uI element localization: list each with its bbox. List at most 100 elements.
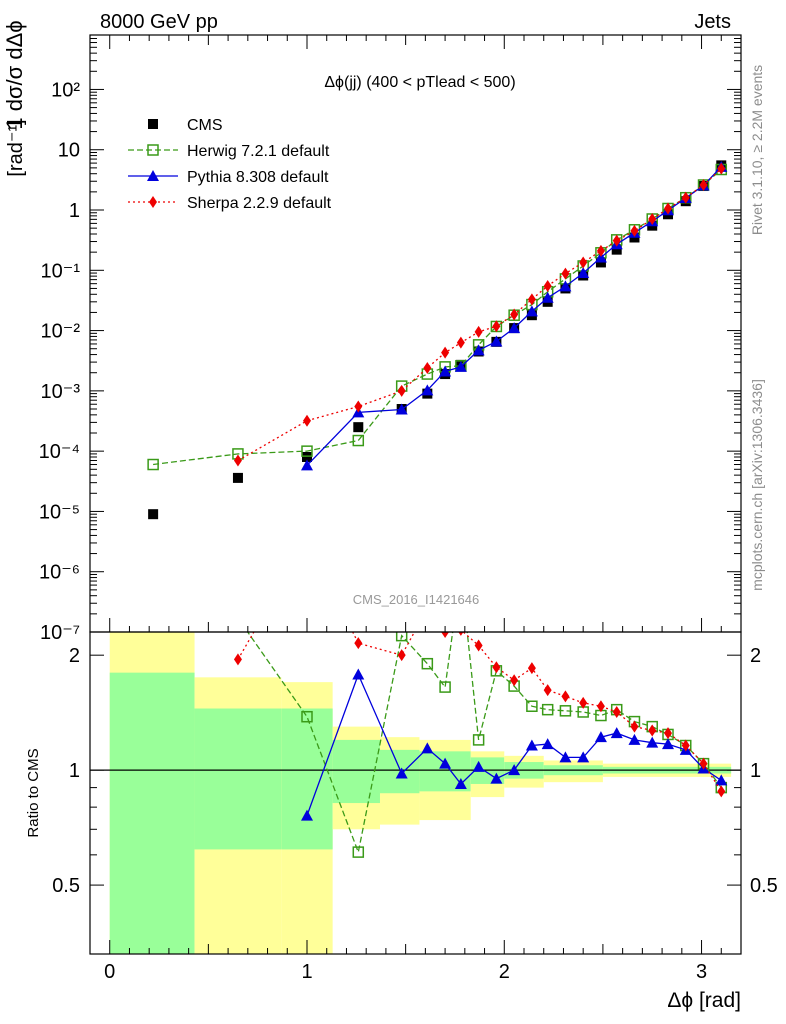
- ratio-point-0-13: [559, 705, 572, 717]
- ratio-point-2-12: [561, 690, 570, 703]
- ratio-point-0-12: [541, 703, 554, 716]
- point-0-2: [302, 451, 312, 462]
- ratio-point-0-3: [352, 846, 365, 858]
- point-3-11: [543, 279, 552, 292]
- axis-ticks: [90, 34, 741, 954]
- ratio-point-2-16: [630, 720, 639, 733]
- ratio-point-2-5: [441, 632, 450, 638]
- ratio-point-2-1: [303, 534, 311, 546]
- ytick-label-main: 10⁻⁴: [39, 441, 80, 463]
- ratio-point-1-16: [646, 736, 659, 748]
- legend-marker-2: [147, 170, 159, 181]
- ratio-plot-series: [233, 534, 728, 858]
- point-3-17: [648, 212, 657, 225]
- ratio-point-2-7: [474, 639, 483, 652]
- ratio-point-1-8: [508, 764, 521, 776]
- point-3-16: [630, 224, 639, 237]
- series-line-1: [153, 169, 722, 466]
- point-3-5: [441, 346, 450, 359]
- ratio-point-1-1: [352, 668, 365, 680]
- ratio-line-0: [246, 632, 722, 855]
- ratio-point-1-5: [454, 777, 467, 789]
- ratio-plot-frame: [89, 631, 742, 955]
- ratio-point-2-21: [717, 785, 726, 798]
- ratio-point-2-14: [596, 700, 605, 713]
- band-inner-1: [194, 708, 282, 850]
- xtick-label: 0: [104, 961, 115, 983]
- point-3-7: [474, 325, 483, 338]
- point-3-6: [456, 336, 465, 349]
- chart-title: Δϕ(jj) (400 < pTlead < 500): [324, 74, 515, 91]
- ytick-label-main: 10⁻³: [41, 381, 81, 403]
- ratio-point-2-6: [458, 632, 464, 636]
- x-axis-label: Δϕ [rad]: [667, 989, 741, 1012]
- point-2-12: [577, 267, 590, 279]
- legend-label-2: Pythia 8.308 default: [187, 169, 329, 186]
- ratio-point-1-9: [525, 739, 538, 751]
- ratio-point-2-9: [510, 674, 519, 687]
- watermark: CMS_2016_I1421646: [353, 592, 480, 607]
- point-2-5: [454, 360, 467, 372]
- point-3-13: [579, 256, 588, 269]
- ratio-point-0-6: [439, 681, 451, 693]
- ratio-point-2-17: [648, 724, 657, 737]
- ratio-point-1-3: [421, 742, 434, 754]
- band-inner-2: [281, 708, 333, 850]
- ytick-label-main: 10⁻⁷: [40, 622, 80, 644]
- point-3-10: [527, 293, 536, 306]
- point-1-2: [301, 445, 313, 457]
- ratio-point-2-18: [664, 727, 673, 740]
- point-0-3: [353, 422, 364, 433]
- point-1-3: [352, 434, 365, 447]
- point-2-2: [395, 403, 408, 415]
- ytick-label-ratio-right: 0.5: [750, 875, 778, 897]
- point-0-0: [148, 509, 159, 520]
- point-2-8: [508, 322, 521, 334]
- header-right: Jets: [694, 11, 731, 33]
- point-3-8: [492, 320, 501, 333]
- ratio-point-1-14: [610, 727, 623, 739]
- ratio-point-1-4: [439, 757, 452, 769]
- series-line-3: [237, 168, 722, 462]
- ytick-label-ratio-right: 1: [750, 760, 761, 782]
- point-3-0: [233, 454, 242, 467]
- ratio-point-2-19: [681, 739, 690, 752]
- point-2-9: [525, 305, 538, 317]
- ratio-point-0-5: [421, 657, 434, 670]
- ratio-point-0-4: [395, 632, 408, 642]
- ytick-label-ratio: 1: [69, 760, 80, 782]
- xtick-label: 1: [301, 961, 312, 983]
- point-3-2: [354, 400, 363, 413]
- ytick-label-main: 10: [58, 140, 80, 162]
- ratio-point-1-6: [472, 760, 485, 772]
- point-3-21: [717, 162, 726, 175]
- y-axis-unit: [rad⁻¹]: [5, 119, 27, 176]
- ytick-label-ratio: 0.5: [52, 875, 80, 897]
- point-2-0: [301, 459, 313, 471]
- point-0-1: [232, 472, 243, 483]
- point-2-6: [472, 344, 485, 356]
- point-3-20: [699, 178, 708, 191]
- legend-label-3: Sherpa 2.2.9 default: [187, 195, 332, 212]
- point-3-4: [423, 361, 432, 374]
- band-inner-0: [109, 672, 195, 954]
- ratio-point-0-2: [301, 710, 313, 723]
- point-3-15: [612, 234, 621, 247]
- rivet-label: Rivet 3.1.10, ≥ 2.2M events: [749, 65, 765, 235]
- ratio-point-1-7: [490, 772, 503, 784]
- tick-labels: 10⁻⁷ 10⁻⁶ 10⁻⁵ 10⁻⁴ 10⁻³ 10⁻² 10⁻¹ 1 10 10² 0 1 2 3 0.…: [39, 79, 778, 983]
- point-1-0: [147, 458, 159, 471]
- ratio-point-2-3: [397, 649, 406, 662]
- ytick-label-ratio-right: 2: [750, 645, 761, 667]
- ratio-line-2: [237, 632, 722, 792]
- ratio-point-1-20: [715, 774, 728, 786]
- point-2-10: [541, 291, 554, 303]
- point-3-19: [681, 191, 690, 204]
- y-axis-label-main: 1 dσ/σ dΔϕ [rad⁻¹]: [2, 20, 27, 176]
- ratio-point-2-2: [354, 637, 363, 650]
- legend-label-0: CMS: [187, 117, 223, 134]
- ratio-point-2-13: [579, 696, 588, 709]
- ratio-point-1-10: [541, 738, 554, 750]
- legend-marker-0: [148, 119, 158, 129]
